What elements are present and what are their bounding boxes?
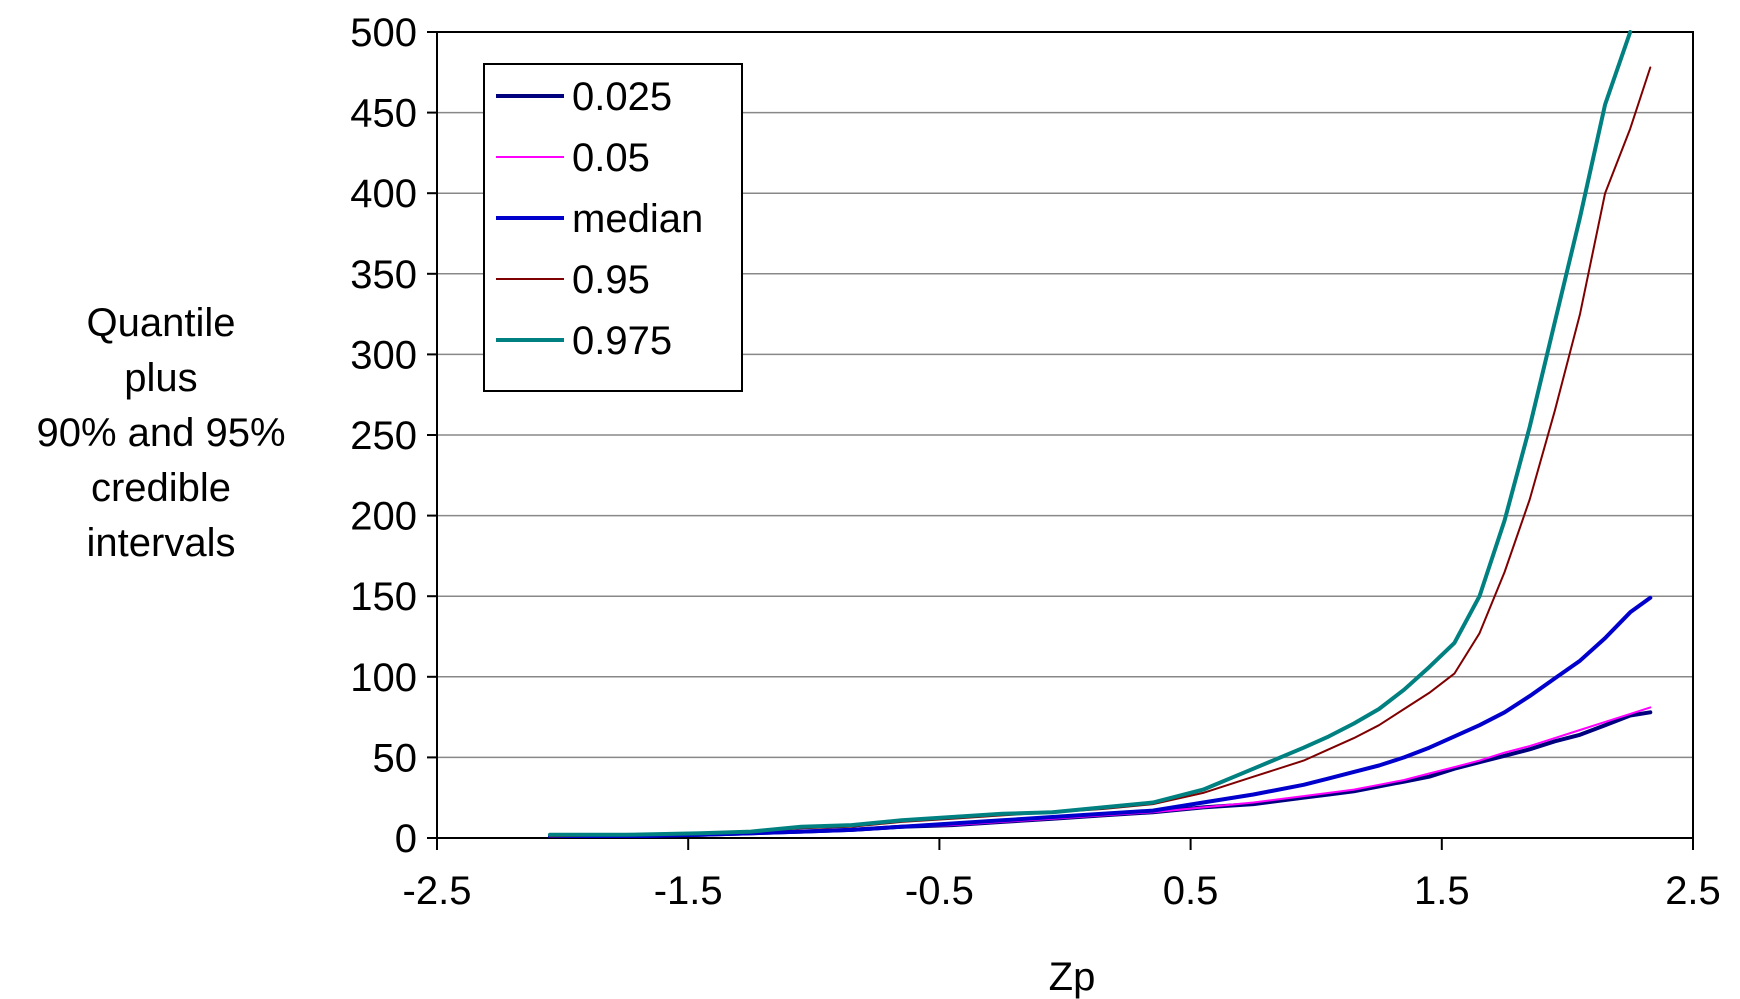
series-line-median: [548, 595, 1653, 838]
x-tick-label: 1.5: [1414, 869, 1470, 913]
y-tick-label: 300: [350, 333, 417, 377]
legend-label-0.95: 0.95: [572, 258, 650, 302]
y-tick-label: 200: [350, 495, 417, 539]
y-axis-ticks: 0 50 100 150 200 250 300 350 400 450 500: [350, 11, 437, 861]
y-axis-title-line: intervals: [87, 521, 236, 565]
legend: 0.025 0.05 median 0.95 0.975: [483, 63, 743, 392]
y-tick-label: 400: [350, 172, 417, 216]
y-tick-label: 500: [350, 11, 417, 55]
x-tick-label: 2.5: [1665, 869, 1721, 913]
y-axis-title-line: credible: [91, 466, 231, 510]
y-tick-label: 0: [395, 817, 417, 861]
y-tick-label: 100: [350, 656, 417, 700]
y-axis-title-line: 90% and 95%: [36, 411, 285, 455]
legend-label-0.975: 0.975: [572, 319, 672, 363]
legend-label-median: median: [572, 197, 703, 241]
series-line-0.975: [548, 30, 1633, 837]
y-tick-label: 350: [350, 253, 417, 297]
x-axis-ticks: -2.5 -1.5 -0.5 0.5 1.5 2.5: [403, 838, 1721, 913]
y-axis-title: Quantile plus 90% and 95% credible intervals: [36, 301, 285, 565]
y-tick-label: 250: [350, 414, 417, 458]
y-tick-label: 450: [350, 92, 417, 136]
x-tick-label: -0.5: [905, 869, 974, 913]
x-tick-label: 0.5: [1163, 869, 1219, 913]
x-axis-title: Zp: [1049, 955, 1096, 999]
y-axis-title-line: plus: [124, 356, 197, 400]
y-tick-label: 50: [373, 736, 418, 780]
series-lines: [548, 30, 1653, 838]
legend-box: [483, 63, 743, 392]
legend-label-0.025: 0.025: [572, 75, 672, 119]
y-axis-title-line: Quantile: [87, 301, 236, 345]
x-tick-label: -1.5: [654, 869, 723, 913]
x-tick-label: -2.5: [403, 869, 472, 913]
legend-label-0.05: 0.05: [572, 136, 650, 180]
series-line-0.025: [548, 710, 1653, 838]
y-tick-label: 150: [350, 575, 417, 619]
